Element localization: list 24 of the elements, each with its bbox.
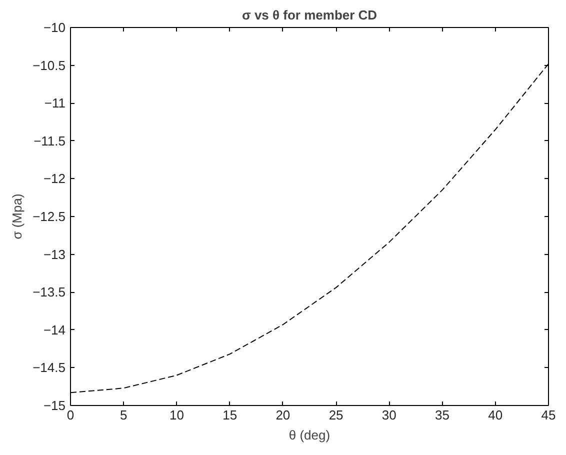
x-tick-label: 40 [488, 408, 503, 422]
y-tick-label: −11.5 [34, 133, 66, 148]
x-tick-label: 35 [435, 408, 450, 422]
y-tick-label: −12.5 [32, 209, 66, 224]
x-tick-label: 10 [169, 408, 184, 422]
y-tick-label: −12 [43, 171, 66, 186]
y-tick-label: −14 [43, 322, 66, 338]
y-tick-label: −13.5 [32, 284, 66, 300]
x-tick-label: 20 [276, 408, 290, 422]
y-tick-label: −10 [43, 20, 66, 35]
y-tick-label: −10.5 [32, 58, 66, 73]
x-tick-label: 30 [382, 408, 396, 422]
y-tick-label: −13 [43, 246, 66, 262]
y-tick-label: −11 [44, 96, 66, 111]
x-tick-label: 25 [328, 408, 344, 422]
y-tick-label: −15 [43, 398, 66, 413]
chart-title: σ vs θ for member CD [242, 8, 378, 22]
x-tick-label: 15 [222, 408, 238, 422]
x-axis-title: θ (deg) [288, 428, 330, 442]
y-tick-label: −14.5 [32, 360, 66, 376]
x-tick-label: 45 [541, 408, 556, 422]
x-tick-label: 0 [66, 408, 74, 422]
x-tick-label: 5 [120, 408, 128, 422]
y-axis-title: σ (Mpa) [10, 194, 25, 240]
